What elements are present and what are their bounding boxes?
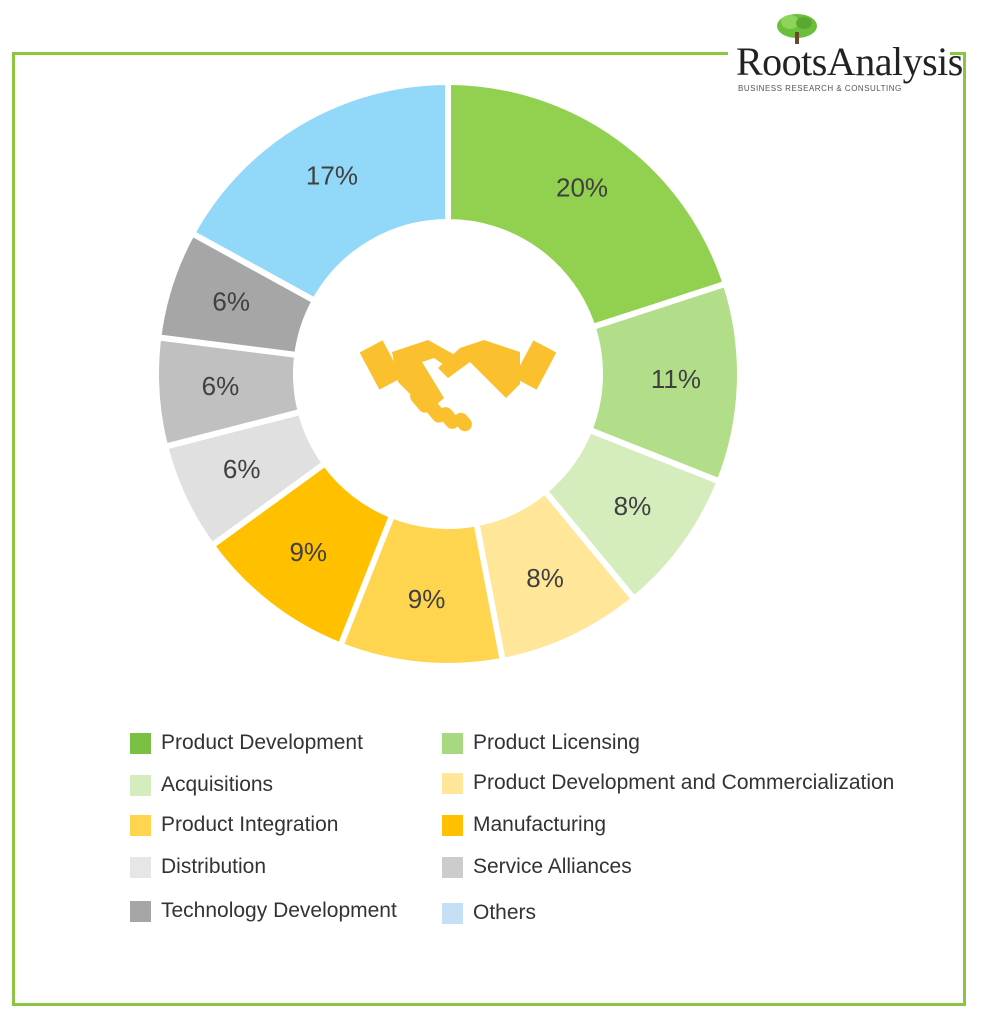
slice-label-service-alliances: 6% [202,371,240,401]
legend-item-product-development: Product Development [130,730,363,756]
legend-swatch [442,902,463,924]
donut-chart: 20% 11% 8% 8% 9% 9% 6% 6% 6% 17% [153,78,743,669]
legend-item-distribution: Distribution [130,854,266,880]
slice-label-acquisitions: 8% [614,491,652,521]
legend-label: Service Alliances [473,855,632,878]
legend-item-product-integration: Product Integration [130,812,338,838]
chart-legend: Product Development Product Licensing Ac… [130,730,950,930]
legend-label: Others [473,901,537,924]
legend-swatch [442,814,463,836]
legend-item-service-alliances: Service Alliances [442,854,632,880]
legend-label: Product Licensing [473,731,640,754]
donut-slices [153,78,743,669]
slice-label-product-development: 20% [556,172,608,202]
slice-label-distribution: 6% [223,454,261,484]
slice-label-product-development-and-commercialization: 8% [526,563,564,593]
legend-item-manufacturing: Manufacturing [442,812,606,838]
legend-swatch [442,856,463,878]
slice-product-development [445,78,730,331]
handshake-icon [359,340,557,432]
chart-frame [12,52,966,1006]
legend-swatch [442,732,463,754]
legend-swatch [130,900,151,922]
legend-label: Distribution [161,855,267,878]
legend-label: Acquisitions [161,773,274,796]
legend-label: Technology Development [161,899,397,922]
legend-item-product-licensing: Product Licensing [442,730,640,756]
legend-item-others: Others [442,900,536,926]
tree-icon [777,14,817,44]
legend-swatch [442,772,463,794]
legend-swatch [130,814,151,836]
slice-label-manufacturing: 9% [289,537,327,567]
legend-swatch [130,774,151,796]
slice-label-technology-development: 6% [212,286,250,316]
legend-item-product-development-and-commercialization: Product Development and Commercializatio… [442,770,894,796]
slice-labels: 20% 11% 8% 8% 9% 9% 6% 6% 6% 17% [202,161,701,614]
slice-label-product-licensing: 11% [651,364,701,394]
roots-analysis-logo: RootsAnalysis BUSINESS RESEARCH & CONSUL… [728,12,963,96]
logo-tagline: BUSINESS RESEARCH & CONSULTING [738,84,902,93]
slice-label-others: 17% [306,161,358,191]
legend-swatch [130,856,151,878]
legend-swatch [130,732,151,754]
legend-label: Product Integration [161,813,339,836]
logo-name: RootsAnalysis [736,39,963,84]
legend-label: Product Development [161,731,363,754]
legend-label: Product Development and Commercializatio… [473,771,895,794]
legend-item-technology-development: Technology Development [130,898,397,924]
slice-label-product-integration: 9% [408,584,446,614]
slice-others [188,78,451,305]
legend-item-acquisitions: Acquisitions [130,772,273,798]
legend-label: Manufacturing [473,813,607,836]
